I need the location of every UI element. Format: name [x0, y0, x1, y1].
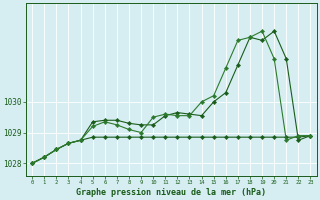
X-axis label: Graphe pression niveau de la mer (hPa): Graphe pression niveau de la mer (hPa) [76, 188, 266, 197]
